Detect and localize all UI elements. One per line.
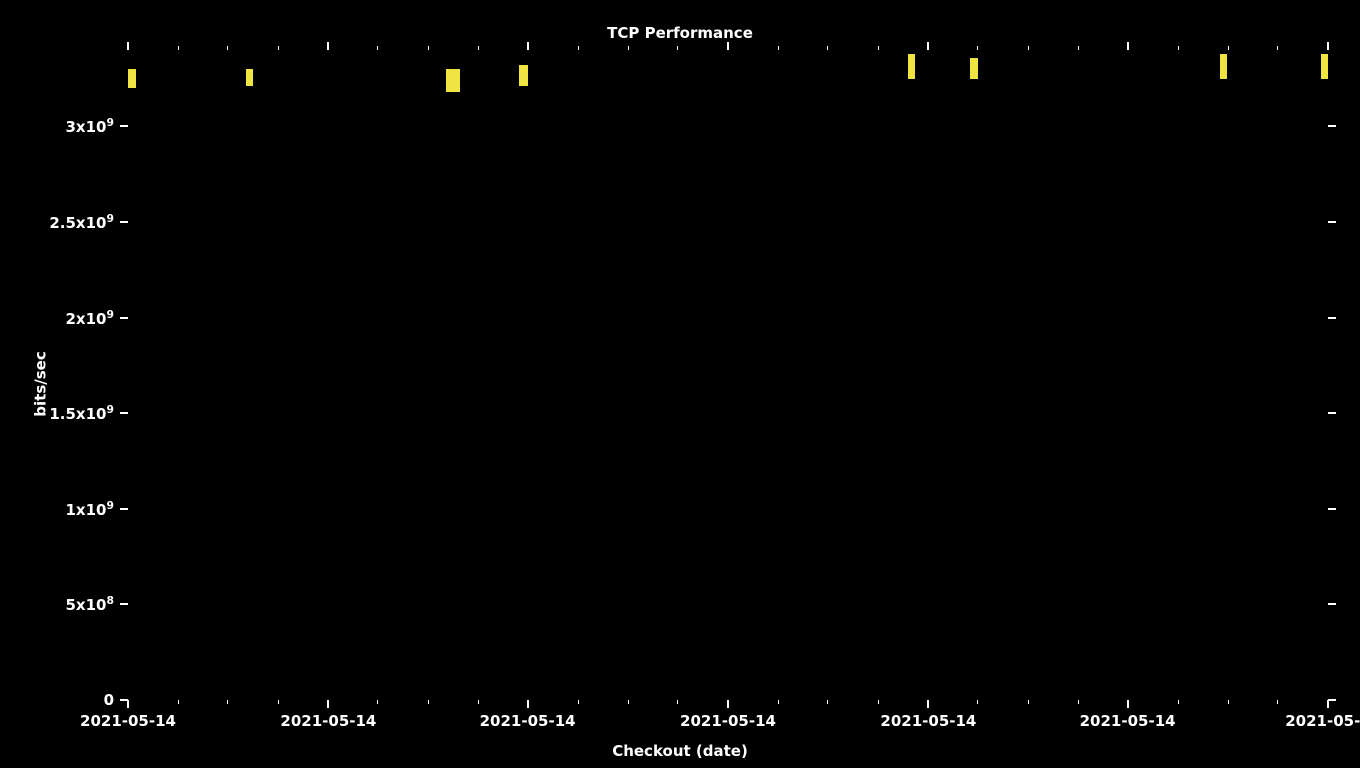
x-tick-label: 2021-05-14 <box>880 712 976 730</box>
data-bar <box>908 54 915 79</box>
plot-area: 05x1081x1091.5x1092x1092.5x1093x1092021-… <box>128 50 1328 700</box>
x-tick-label: 2021-05-14 <box>280 712 376 730</box>
x-minor-tick-mark <box>778 46 779 50</box>
x-tick-mark <box>327 700 329 708</box>
x-tick-label: 2021-05-14 <box>1080 712 1176 730</box>
data-bar <box>446 69 460 92</box>
x-minor-tick-mark <box>278 46 279 50</box>
x-tick-label: 2021-05-14 <box>480 712 576 730</box>
y-tick-mark <box>1328 699 1336 701</box>
x-minor-tick-mark <box>227 46 228 50</box>
y-tick-label: 3x109 <box>65 116 114 136</box>
x-minor-tick-mark <box>1178 46 1179 50</box>
data-bar <box>1220 54 1227 79</box>
y-tick-mark <box>1328 125 1336 127</box>
y-tick-label: 5x108 <box>65 594 114 614</box>
x-tick-mark <box>1127 700 1129 708</box>
x-minor-tick-mark <box>478 46 479 50</box>
x-minor-tick-mark <box>178 46 179 50</box>
x-minor-tick-mark <box>1228 46 1229 50</box>
x-tick-mark <box>927 42 929 50</box>
x-minor-tick-mark <box>178 700 179 704</box>
x-tick-mark <box>727 700 729 708</box>
x-minor-tick-mark <box>878 700 879 704</box>
data-bar <box>1321 54 1328 79</box>
x-minor-tick-mark <box>428 46 429 50</box>
x-tick-mark <box>127 700 129 708</box>
y-tick-label: 1.5x109 <box>49 403 114 423</box>
x-minor-tick-mark <box>1028 46 1029 50</box>
y-tick-mark <box>120 221 128 223</box>
chart-title: TCP Performance <box>0 24 1360 42</box>
x-minor-tick-mark <box>977 46 978 50</box>
x-minor-tick-mark <box>478 700 479 704</box>
x-minor-tick-mark <box>778 700 779 704</box>
y-tick-mark <box>120 412 128 414</box>
x-minor-tick-mark <box>1028 700 1029 704</box>
data-bar <box>970 58 977 79</box>
x-tick-mark <box>1127 42 1129 50</box>
x-tick-mark <box>527 42 529 50</box>
y-tick-mark <box>120 317 128 319</box>
x-minor-tick-mark <box>227 700 228 704</box>
x-minor-tick-mark <box>977 700 978 704</box>
x-minor-tick-mark <box>827 46 828 50</box>
y-tick-mark <box>1328 508 1336 510</box>
y-axis-label: bits/sec <box>32 351 50 416</box>
x-tick-mark <box>327 42 329 50</box>
x-minor-tick-mark <box>1178 700 1179 704</box>
x-minor-tick-mark <box>1277 46 1278 50</box>
x-tick-mark <box>527 700 529 708</box>
x-tick-mark <box>1327 42 1329 50</box>
x-minor-tick-mark <box>1078 700 1079 704</box>
x-minor-tick-mark <box>428 700 429 704</box>
data-bar <box>128 69 136 88</box>
y-tick-label: 2.5x109 <box>49 212 114 232</box>
x-minor-tick-mark <box>1277 700 1278 704</box>
x-axis-label: Checkout (date) <box>0 742 1360 760</box>
x-minor-tick-mark <box>1228 700 1229 704</box>
y-tick-mark <box>1328 412 1336 414</box>
x-tick-label: 2021-05-1 <box>1285 712 1360 730</box>
y-tick-mark <box>1328 317 1336 319</box>
x-tick-label: 2021-05-14 <box>80 712 176 730</box>
x-minor-tick-mark <box>827 700 828 704</box>
x-tick-mark <box>1327 700 1329 708</box>
x-minor-tick-mark <box>278 700 279 704</box>
x-minor-tick-mark <box>677 46 678 50</box>
x-minor-tick-mark <box>578 46 579 50</box>
x-tick-mark <box>127 42 129 50</box>
y-tick-mark <box>1328 603 1336 605</box>
data-bar <box>246 69 253 86</box>
tcp-performance-chart: TCP Performance bits/sec Checkout (date)… <box>0 0 1360 768</box>
y-tick-label: 1x109 <box>65 499 114 519</box>
x-minor-tick-mark <box>628 700 629 704</box>
x-minor-tick-mark <box>377 46 378 50</box>
x-minor-tick-mark <box>377 700 378 704</box>
y-tick-mark <box>120 603 128 605</box>
y-tick-label: 0 <box>104 691 114 709</box>
y-tick-mark <box>120 508 128 510</box>
x-minor-tick-mark <box>628 46 629 50</box>
x-tick-mark <box>727 42 729 50</box>
x-minor-tick-mark <box>578 700 579 704</box>
y-tick-mark <box>120 125 128 127</box>
x-tick-mark <box>927 700 929 708</box>
x-minor-tick-mark <box>878 46 879 50</box>
x-minor-tick-mark <box>677 700 678 704</box>
y-tick-mark <box>1328 221 1336 223</box>
y-tick-label: 2x109 <box>65 308 114 328</box>
x-minor-tick-mark <box>1078 46 1079 50</box>
data-bar <box>519 65 527 86</box>
x-tick-label: 2021-05-14 <box>680 712 776 730</box>
